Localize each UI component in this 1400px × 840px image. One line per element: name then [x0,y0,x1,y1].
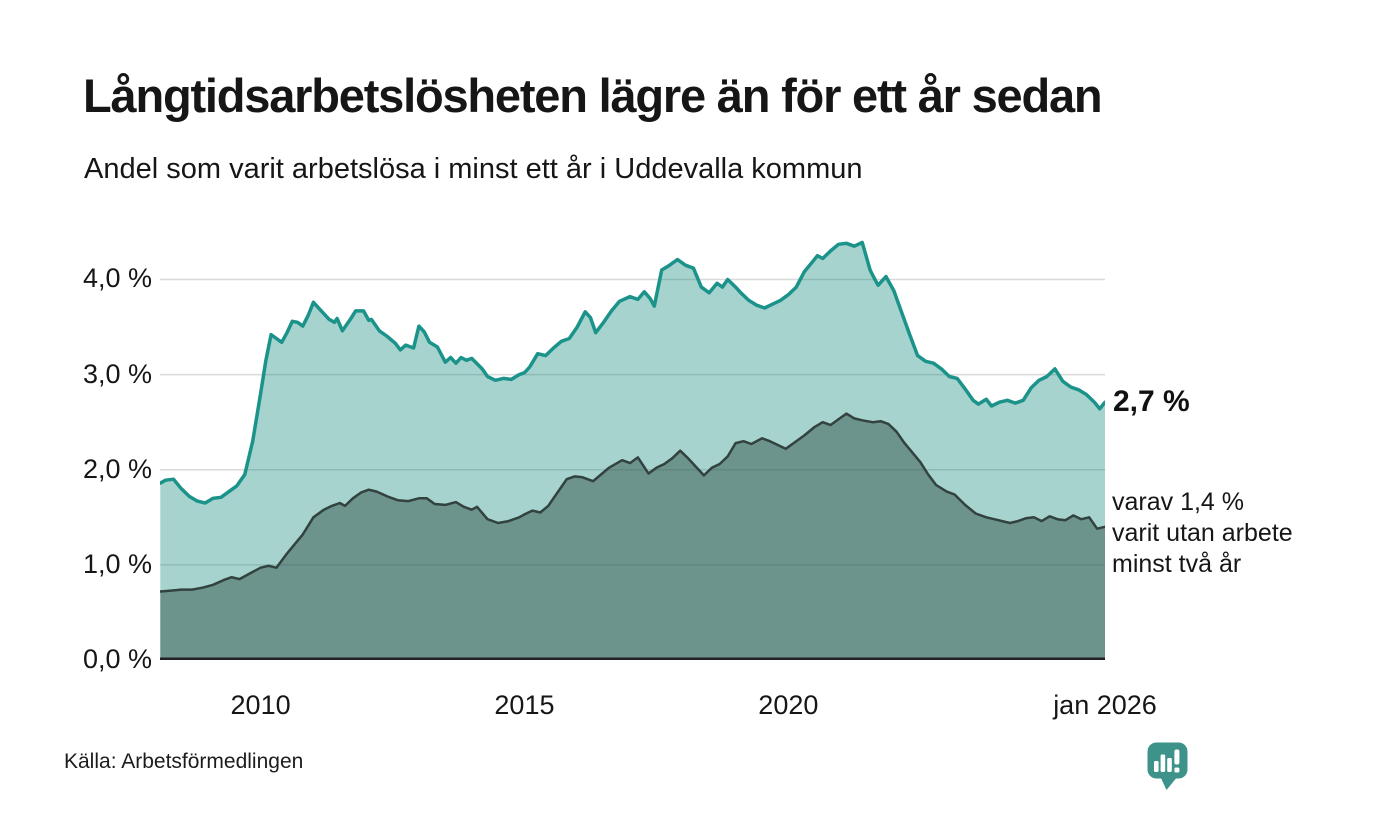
newsworthy-bubble-icon [1147,742,1188,790]
end-value-secondary-label: varav 1,4 % varit utan arbete minst två … [1112,487,1293,578]
x-tick-label: jan 2026 [1053,690,1157,720]
end-value-label: 2,7 % [1113,385,1190,419]
series-line-one-year [158,240,1107,505]
source-credit: Källa: Arbetsförmedlingen [64,750,304,773]
chart-title: Långtidsarbetslösheten lägre än för ett … [83,69,1103,122]
series-line-two-years [159,412,1107,593]
x-tick-label: 2020 [758,690,819,720]
x-tick-label: 2010 [230,690,291,720]
area-fill-two-years [160,413,1106,660]
bar-tall [1160,754,1166,772]
bar-small [1154,761,1159,772]
y-tick-label: 1,0 % [82,548,152,579]
area-chart [158,240,1107,661]
y-tick-label: 3,0 % [82,358,152,389]
plot-area [158,230,1107,661]
y-tick-label: 2,0 % [82,453,152,484]
exclamation-dot [1174,767,1180,773]
x-tick-label: 2015 [494,690,555,720]
bar-medium [1167,758,1172,772]
chart-subtitle: Andel som varit arbetslösa i minst ett å… [84,153,863,185]
exclamation-bar [1174,749,1180,765]
y-tick-label: 0,0 % [82,644,152,674]
y-tick-label: 4,0 % [82,263,152,294]
